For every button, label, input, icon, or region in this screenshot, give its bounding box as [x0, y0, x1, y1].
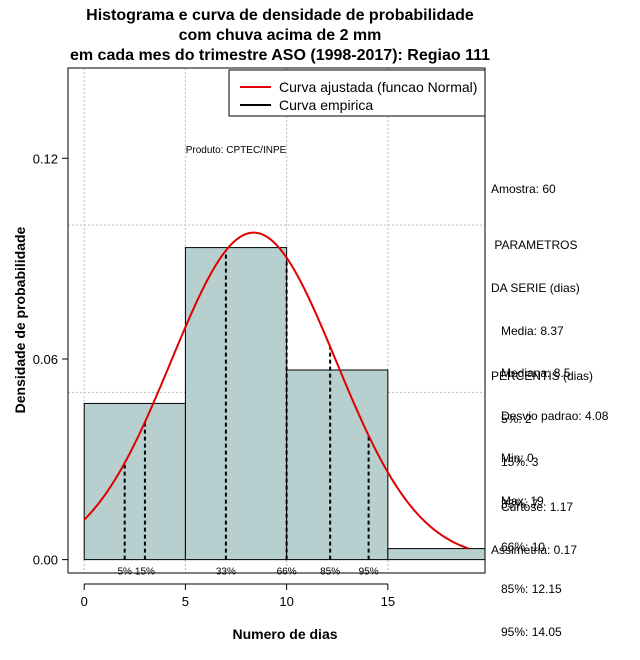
percentiles-block: PERCENTIS (dias) 5%: 2 15%: 3 33%: 7 66%… — [491, 341, 593, 653]
x-tick-label: 0 — [81, 594, 88, 609]
y-tick-label: 0.06 — [33, 352, 58, 367]
percentile-label: 15% — [135, 567, 155, 578]
percentile-line: PERCENTIS (dias) — [491, 369, 594, 384]
y-tick-label: 0.12 — [33, 151, 58, 166]
chart-title-line-3: em cada mes do trimestre ASO (1998-2017)… — [69, 47, 491, 64]
x-tick-label: 5 — [182, 594, 189, 609]
x-tick-label: 15 — [381, 594, 395, 609]
chart-title-line-2: com chuva acima de 2 mm — [178, 27, 382, 44]
x-axis-label: Numero de dias — [232, 626, 338, 642]
kurtosis-text: Curtose: 1.17 — [491, 500, 574, 515]
y-tick-label: 0.00 — [33, 553, 58, 568]
percentile-line: 15%: 3 — [491, 454, 539, 469]
skewness-text: Assimetria: 0.17 — [491, 543, 578, 558]
normal-fit-curve — [83, 231, 470, 550]
parameters-block: PARAMETROS DA SERIE (dias) Media: 8.37 M… — [491, 210, 608, 522]
histogram-bar — [83, 402, 186, 561]
parameters-line: Mediana: 8.5 — [491, 366, 571, 381]
parameters-line: PARAMETROS — [491, 238, 578, 253]
histogram-bar — [286, 369, 389, 561]
legend-normal-label: Curva ajustada (funcao Normal) — [279, 79, 477, 95]
parameters-line: Media: 8.37 — [491, 323, 564, 338]
parameters-line: Max: 19 — [491, 494, 544, 509]
percentile-label: 33% — [216, 567, 236, 578]
percentile-label: 85% — [320, 567, 340, 578]
percentile-line: 95%: 14.05 — [491, 625, 562, 640]
percentile-line: 66%: 10 — [491, 539, 546, 554]
parameters-line: DA SERIE (dias) — [491, 281, 580, 296]
percentile-line: 5%: 2 — [491, 412, 532, 427]
legend-empirical-label: Curva empirica — [279, 97, 373, 113]
percentile-label: 5% — [117, 567, 132, 578]
x-tick-label: 10 — [279, 594, 293, 609]
shape-stats-block: Curtose: 1.17 Assimetria: 0.17 — [491, 472, 577, 571]
percentile-line: 33%: 7 — [491, 497, 539, 512]
percentile-label: 95% — [359, 567, 379, 578]
y-axis-label: Densidade de probabilidade — [12, 226, 28, 414]
legend-box — [228, 69, 486, 117]
percentile-line: 85%: 12.15 — [491, 582, 562, 597]
histogram-bar — [387, 548, 486, 561]
histogram-bar — [184, 247, 288, 561]
percentile-label: 66% — [277, 567, 297, 578]
parameters-line: Min: 0 — [491, 451, 534, 466]
sample-size-text: Amostra: 60 — [491, 182, 556, 196]
parameters-line: Desvio padrao: 4.08 — [491, 408, 609, 423]
chart-title-line-1: Histograma e curva de densidade de proba… — [86, 7, 474, 24]
product-label: Produto: CPTEC/INPE — [186, 145, 287, 156]
